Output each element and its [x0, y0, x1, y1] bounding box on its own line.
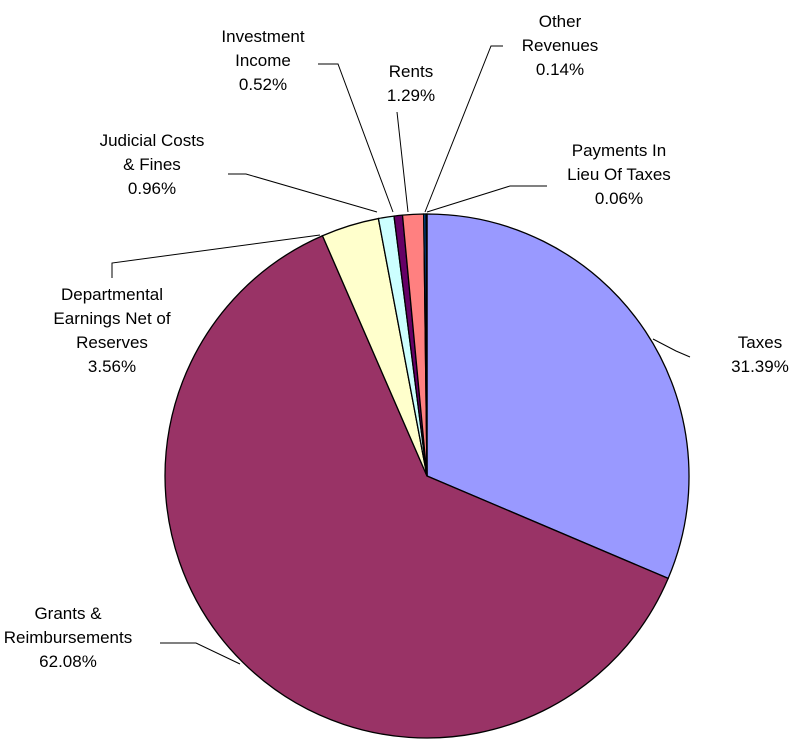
slice-label-line: Reimbursements [4, 628, 133, 647]
slice-label-line: Departmental [61, 285, 163, 304]
leader-line-investment-income [318, 63, 394, 213]
slice-label-line: Reserves [76, 333, 148, 352]
leader-line-rents [396, 111, 409, 213]
pie-slice-taxes [426, 213, 690, 580]
leader-line-other-revenues [424, 45, 503, 213]
leader-lines [111, 45, 691, 665]
slice-label-payments-in-lieu-of-taxes: Payments In Lieu Of Taxes 0.06% [567, 141, 671, 208]
slice-label-departmental-earnings-net-of-reserves: Departmental Earnings Net of Reserves 3.56% [53, 285, 170, 376]
slice-label-line: 62.08% [39, 652, 97, 671]
slice-label-investment-income: Investment Income 0.52% [221, 27, 304, 94]
slice-label-line: Revenues [522, 36, 599, 55]
slice-label-line: Judicial Costs [100, 131, 205, 150]
slice-label-line: 1.29% [387, 86, 435, 105]
slice-label-line: 0.52% [239, 75, 287, 94]
pie-slice-payments-in-lieu-of-taxes [425, 213, 428, 477]
slice-label-line: 0.96% [128, 179, 176, 198]
slice-label-line: & Fines [123, 155, 181, 174]
pie-slices [164, 213, 690, 739]
slice-label-line: Lieu Of Taxes [567, 165, 671, 184]
slice-label-taxes: Taxes 31.39% [731, 333, 789, 376]
slice-label-line: 3.56% [88, 357, 136, 376]
slice-label-line: Other [539, 12, 582, 31]
leader-line-judicial-costs-and-fines [228, 173, 378, 213]
slice-label-rents: Rents 1.29% [387, 62, 435, 105]
slice-label-line: Investment [221, 27, 304, 46]
slice-label-line: 0.14% [536, 60, 584, 79]
slice-label-line: Taxes [738, 333, 782, 352]
leader-line-payments-in-lieu-of-taxes [426, 185, 547, 213]
leader-line-taxes [652, 338, 691, 358]
pie-slice-grants-and-reimbursements [164, 234, 670, 739]
slice-labels: Taxes 31.39% Grants & Reimbursements 62.08% D… [4, 12, 789, 671]
slice-label-line: Payments In [572, 141, 667, 160]
slice-label-line: Earnings Net of [53, 309, 170, 328]
slice-label-line: 31.39% [731, 357, 789, 376]
leader-line-departmental-earnings-net-of-reserves [111, 234, 321, 278]
slice-label-other-revenues: Other Revenues 0.14% [522, 12, 599, 79]
leader-line-grants-and-reimbursements [160, 642, 241, 665]
slice-label-grants-and-reimbursements: Grants & Reimbursements 62.08% [4, 604, 133, 671]
slice-label-line: Grants & [34, 604, 102, 623]
slice-label-judicial-costs-and-fines: Judicial Costs & Fines 0.96% [100, 131, 205, 198]
slice-label-line: Income [235, 51, 291, 70]
slice-label-line: Rents [389, 62, 433, 81]
slice-label-line: 0.06% [595, 189, 643, 208]
